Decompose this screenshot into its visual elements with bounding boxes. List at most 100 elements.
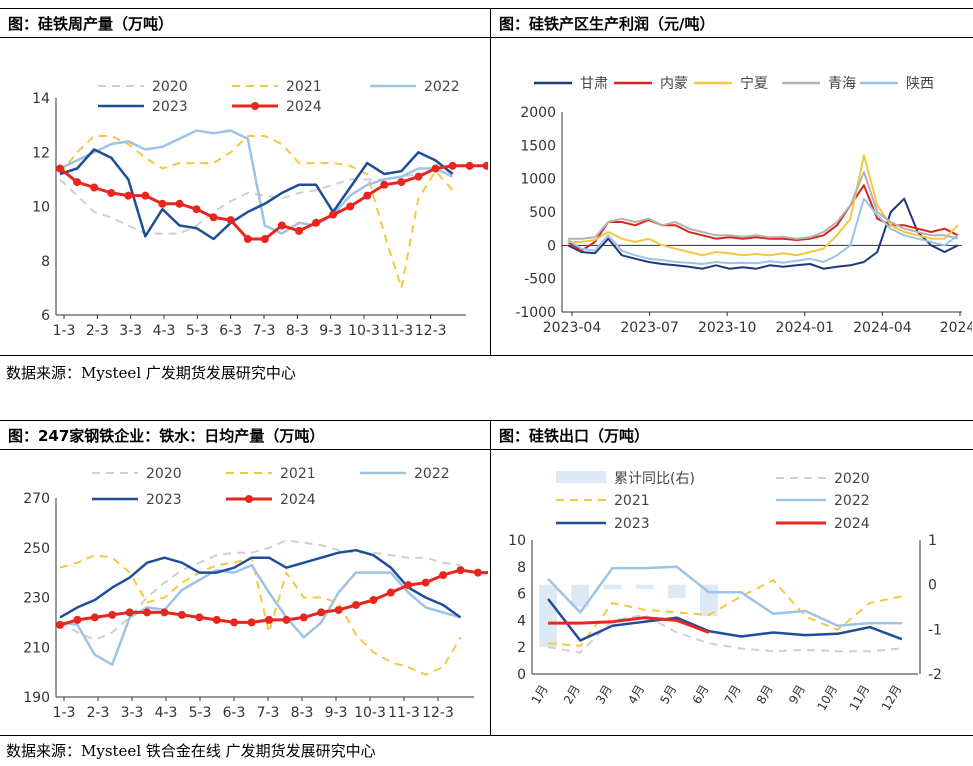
series-line-2020 <box>59 170 453 235</box>
series-marker-2024 <box>456 566 465 575</box>
series-marker-2024 <box>56 164 64 173</box>
y-tick-label: -1000 <box>515 305 556 321</box>
legend-label: 2020 <box>834 471 870 487</box>
y2-tick-label: 0 <box>928 578 937 594</box>
x-tick-label: 11-3 <box>381 323 413 339</box>
legend-label: 2023 <box>146 492 182 508</box>
series-marker-2024 <box>380 180 389 189</box>
series-line-2020 <box>59 539 461 641</box>
series-marker-2024 <box>158 199 167 208</box>
series-marker-2024 <box>247 618 256 627</box>
series-marker-2024 <box>482 161 488 170</box>
x-tick-label: 11月 <box>847 683 873 714</box>
divider-bottom <box>490 420 491 736</box>
y-tick-label: 8 <box>517 560 526 576</box>
y-tick-label: 6 <box>517 587 526 603</box>
series-marker-2024 <box>369 595 378 604</box>
series-marker-2024 <box>317 608 326 617</box>
series-marker-2024 <box>73 615 82 624</box>
legend-label: 2024 <box>286 99 322 115</box>
panel4-title: 图：硅铁出口（万吨） <box>491 420 973 450</box>
y-tick-label: 250 <box>23 541 50 557</box>
legend-label: 2022 <box>834 493 870 509</box>
bottom-rule <box>0 735 973 736</box>
series-marker-2024 <box>363 191 372 200</box>
x-tick-label: 11-3 <box>388 705 420 721</box>
series-marker-2024 <box>90 613 99 622</box>
series-line-2023 <box>547 598 903 642</box>
x-tick-label: 3-3 <box>119 323 142 339</box>
x-tick-label: 9-3 <box>325 705 348 721</box>
legend-swatch-bar <box>556 471 606 483</box>
x-tick-label: 5-3 <box>189 705 212 721</box>
series-marker-2024 <box>160 608 169 617</box>
x-tick-label: 2024- <box>940 320 972 336</box>
series-line-2024 <box>59 164 488 241</box>
series-marker-2024 <box>175 199 184 208</box>
legend-label: 2024 <box>834 516 870 532</box>
x-tick-label: 1-3 <box>53 323 76 339</box>
x-tick-label: 2023-10 <box>698 320 757 336</box>
x-tick-label: 10-3 <box>354 705 386 721</box>
series-marker-2024 <box>439 571 448 580</box>
x-tick-label: 12月 <box>879 683 905 714</box>
series-marker-2024 <box>431 164 440 173</box>
x-tick-label: 8-3 <box>291 705 314 721</box>
x-tick-label: 7月 <box>722 683 744 707</box>
y-tick-label: 1500 <box>520 138 556 154</box>
series-marker-2024 <box>312 218 321 227</box>
x-tick-label: 3月 <box>593 683 615 707</box>
series-marker-2024 <box>282 615 291 624</box>
series-marker-2024 <box>107 188 116 197</box>
legend-label: 宁夏 <box>740 75 768 92</box>
divider-top <box>490 8 491 356</box>
x-tick-label: 6-3 <box>223 705 246 721</box>
panel3-title: 图：247家钢铁企业：铁水：日均产量（万吨） <box>0 420 490 450</box>
series-marker-2024 <box>195 613 204 622</box>
legend-marker-2024 <box>245 495 253 503</box>
series-line-2021 <box>548 579 903 647</box>
series-marker-2024 <box>143 608 152 617</box>
series-marker-2024 <box>465 161 474 170</box>
x-tick-label: 8月 <box>754 683 776 707</box>
series-marker-2024 <box>56 620 64 629</box>
source-bottom: 数据来源：Mysteel 铁合金在线 广发期货发展研究中心 <box>6 742 376 760</box>
series-line-2022 <box>59 129 454 235</box>
series-marker-2024 <box>294 226 303 235</box>
y-tick-label: 500 <box>529 205 556 221</box>
series-marker-2024 <box>125 608 134 617</box>
bar-cumulative-yoy <box>635 584 654 590</box>
y-tick-label: -500 <box>524 272 556 288</box>
series-marker-2024 <box>230 618 239 627</box>
x-tick-label: 1-3 <box>53 705 76 721</box>
x-tick-label: 1月 <box>529 683 551 707</box>
y-tick-label: 270 <box>23 491 50 507</box>
legend-label: 2023 <box>614 516 650 532</box>
legend-label: 2024 <box>280 492 316 508</box>
series-marker-2024 <box>209 213 218 222</box>
series-line-2023 <box>59 148 454 241</box>
series-marker-2024 <box>404 581 413 590</box>
legend-label: 陕西 <box>906 76 934 92</box>
series-line-陕西 <box>567 197 959 265</box>
series-marker-2024 <box>243 235 252 244</box>
y-tick-label: 4 <box>517 613 526 629</box>
series-marker-2024 <box>386 588 395 597</box>
y-tick-label: 6 <box>41 308 50 324</box>
series-marker-2024 <box>329 210 338 219</box>
panel2-title: 图：硅铁产区生产利润（元/吨） <box>491 8 973 38</box>
x-tick-label: 2-3 <box>86 323 109 339</box>
series-marker-2024 <box>212 615 221 624</box>
y-tick-label: 0 <box>547 238 556 254</box>
y-tick-label: 0 <box>517 667 526 683</box>
y-tick-label: 190 <box>23 690 50 706</box>
y-tick-label: 14 <box>32 91 50 107</box>
x-tick-label: 6月 <box>690 683 712 707</box>
series-marker-2024 <box>192 205 201 214</box>
legend-label: 甘肃 <box>580 76 608 92</box>
series-marker-2024 <box>264 615 273 624</box>
x-tick-label: 9月 <box>786 683 808 707</box>
y-tick-label: 10 <box>508 533 526 549</box>
x-tick-label: 2月 <box>561 683 583 707</box>
